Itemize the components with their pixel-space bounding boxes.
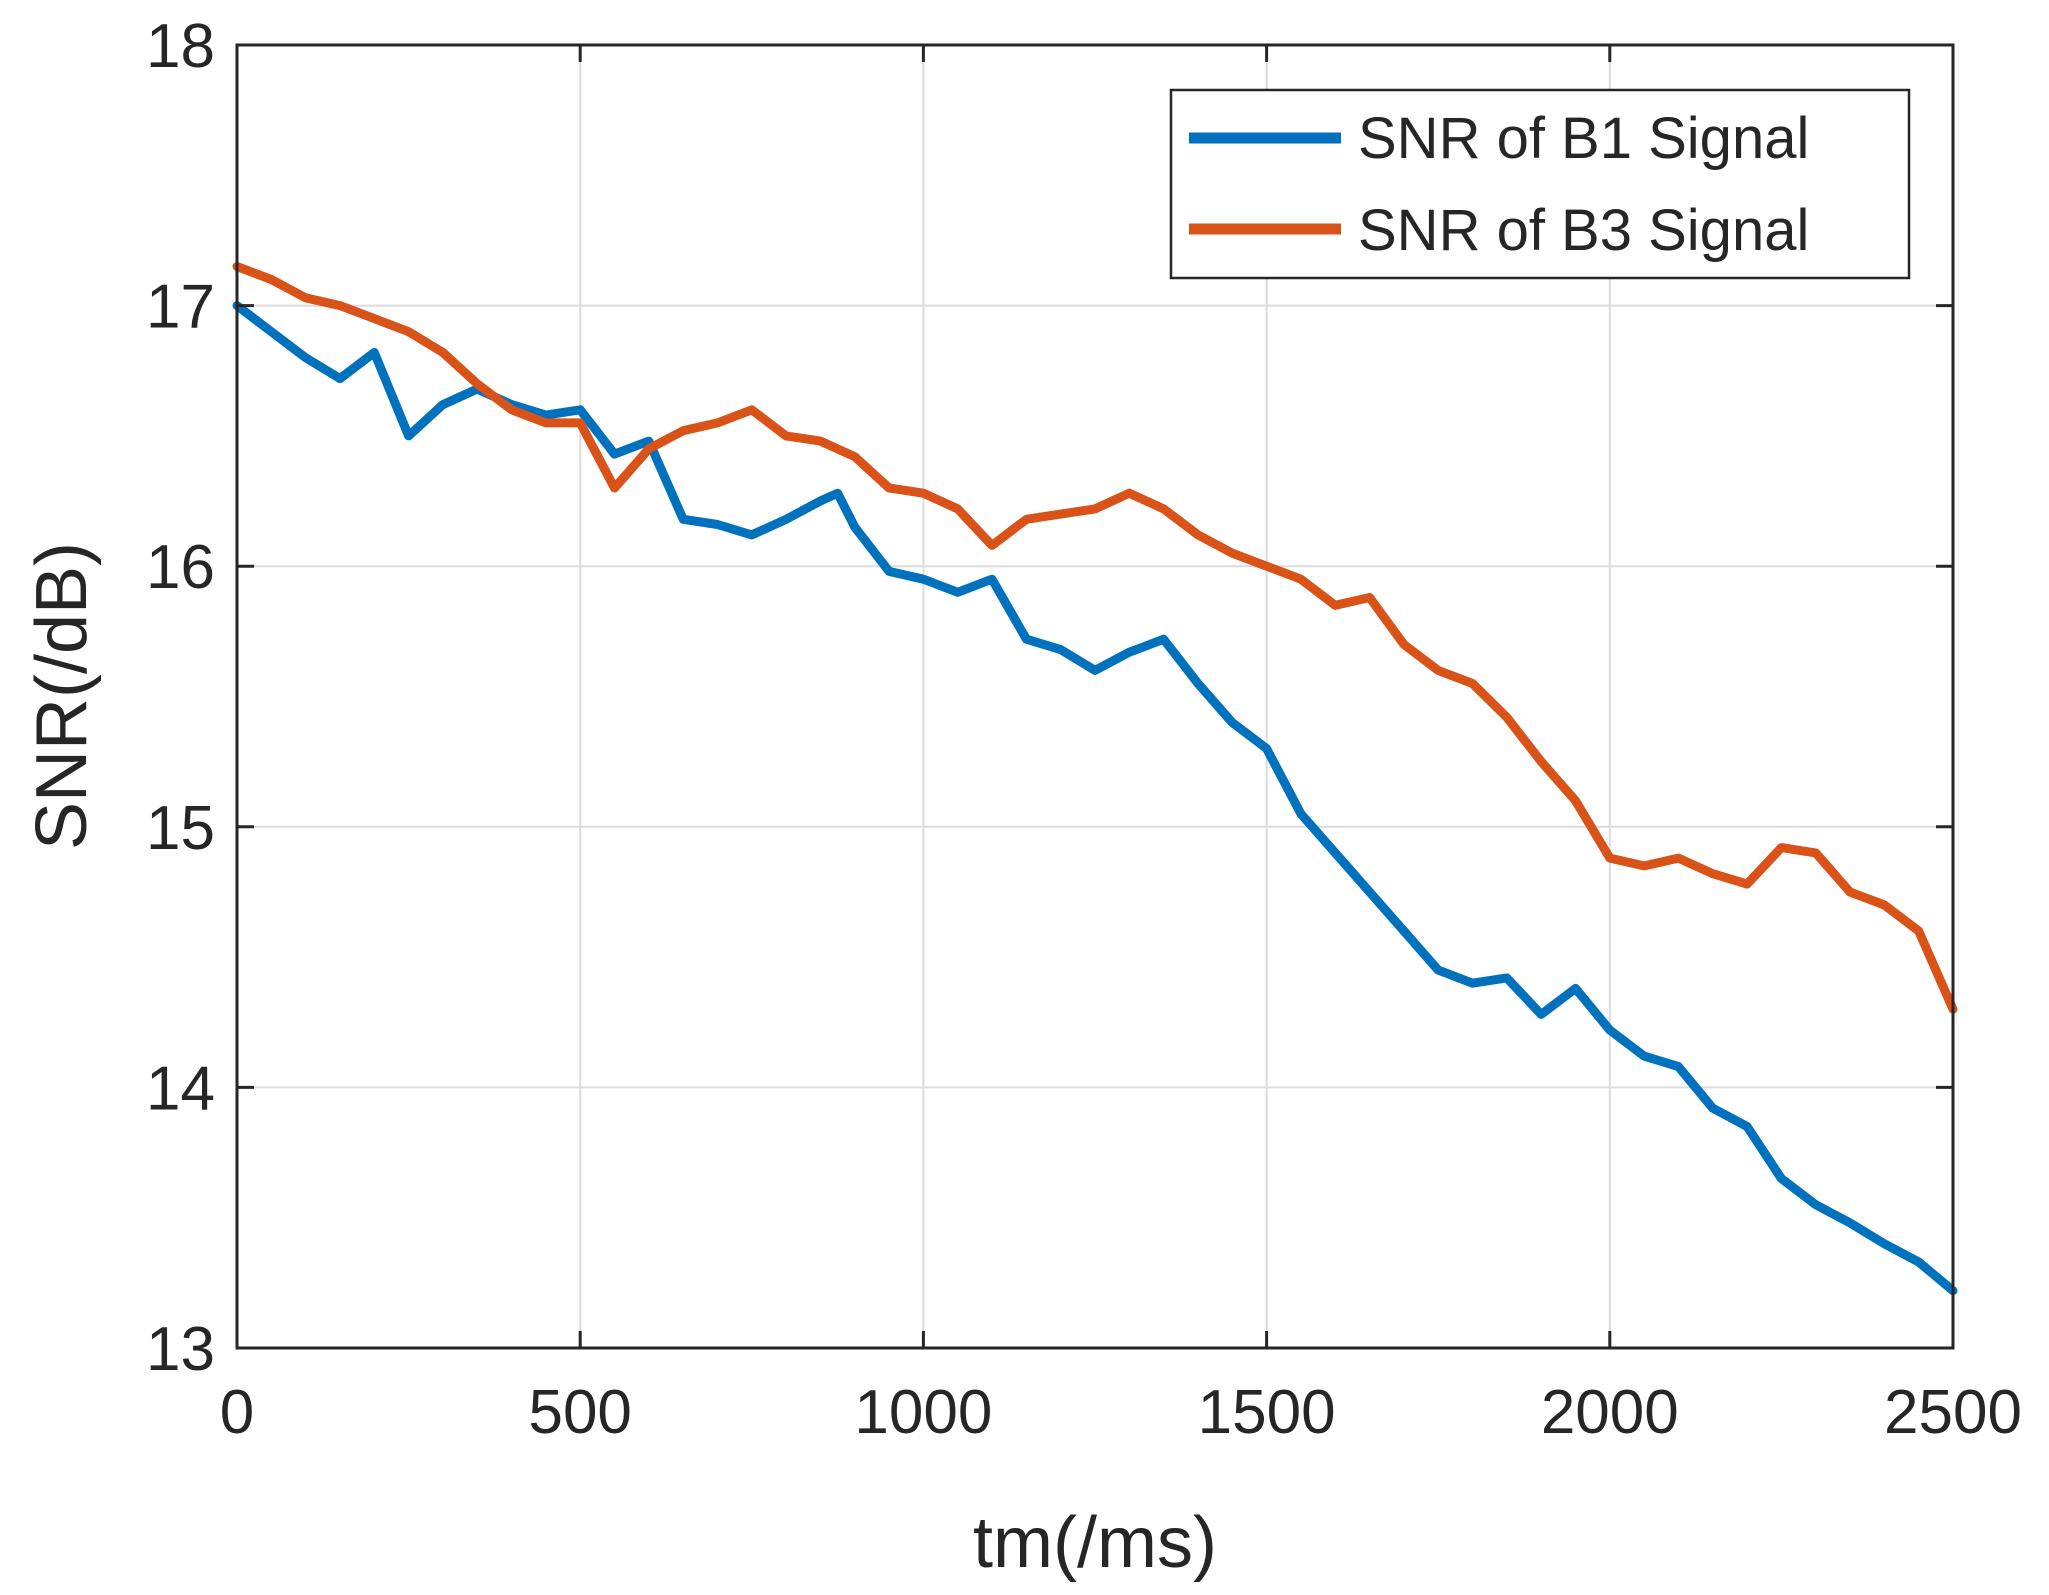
- y-tick-label: 16: [146, 533, 215, 602]
- y-tick-label: 18: [146, 12, 215, 81]
- y-tick-label: 17: [146, 273, 215, 342]
- series-line-snr-of-b3-signal: [232, 262, 1958, 1014]
- legend-label-b3: SNR of B3 Signal: [1358, 198, 1809, 263]
- x-tick-labels: 0 500 1000 1500 2000 2500: [220, 1378, 2022, 1447]
- y-tick-label: 15: [146, 794, 215, 863]
- y-tick-labels: 13 14 15 16 17 18: [146, 12, 215, 1384]
- legend-box: [1169, 88, 1911, 280]
- x-tick-label: 500: [528, 1378, 631, 1447]
- legend-label-b1: SNR of B1 Signal: [1358, 106, 1809, 171]
- x-tick-label: 1000: [854, 1378, 992, 1447]
- x-axis-title: tm(/ms): [973, 1503, 1217, 1583]
- x-tick-label: 2500: [1884, 1378, 2022, 1447]
- plot-frame: [235, 43, 1955, 1350]
- axis-ticks: [235, 43, 1955, 1350]
- grid-lines: [236, 44, 1954, 1349]
- y-axis-title: SNR(/dB): [22, 542, 102, 850]
- x-tick-label: 1500: [1198, 1378, 1336, 1447]
- legend: SNR of B1 Signal SNR of B3 Signal: [1169, 88, 1911, 280]
- y-tick-label: 14: [146, 1054, 215, 1123]
- x-tick-label: 2000: [1541, 1378, 1679, 1447]
- x-tick-label: 0: [220, 1378, 254, 1447]
- series-layer: [232, 262, 1958, 1296]
- series-line-snr-of-b1-signal: [232, 301, 1958, 1296]
- y-tick-label: 13: [146, 1315, 215, 1384]
